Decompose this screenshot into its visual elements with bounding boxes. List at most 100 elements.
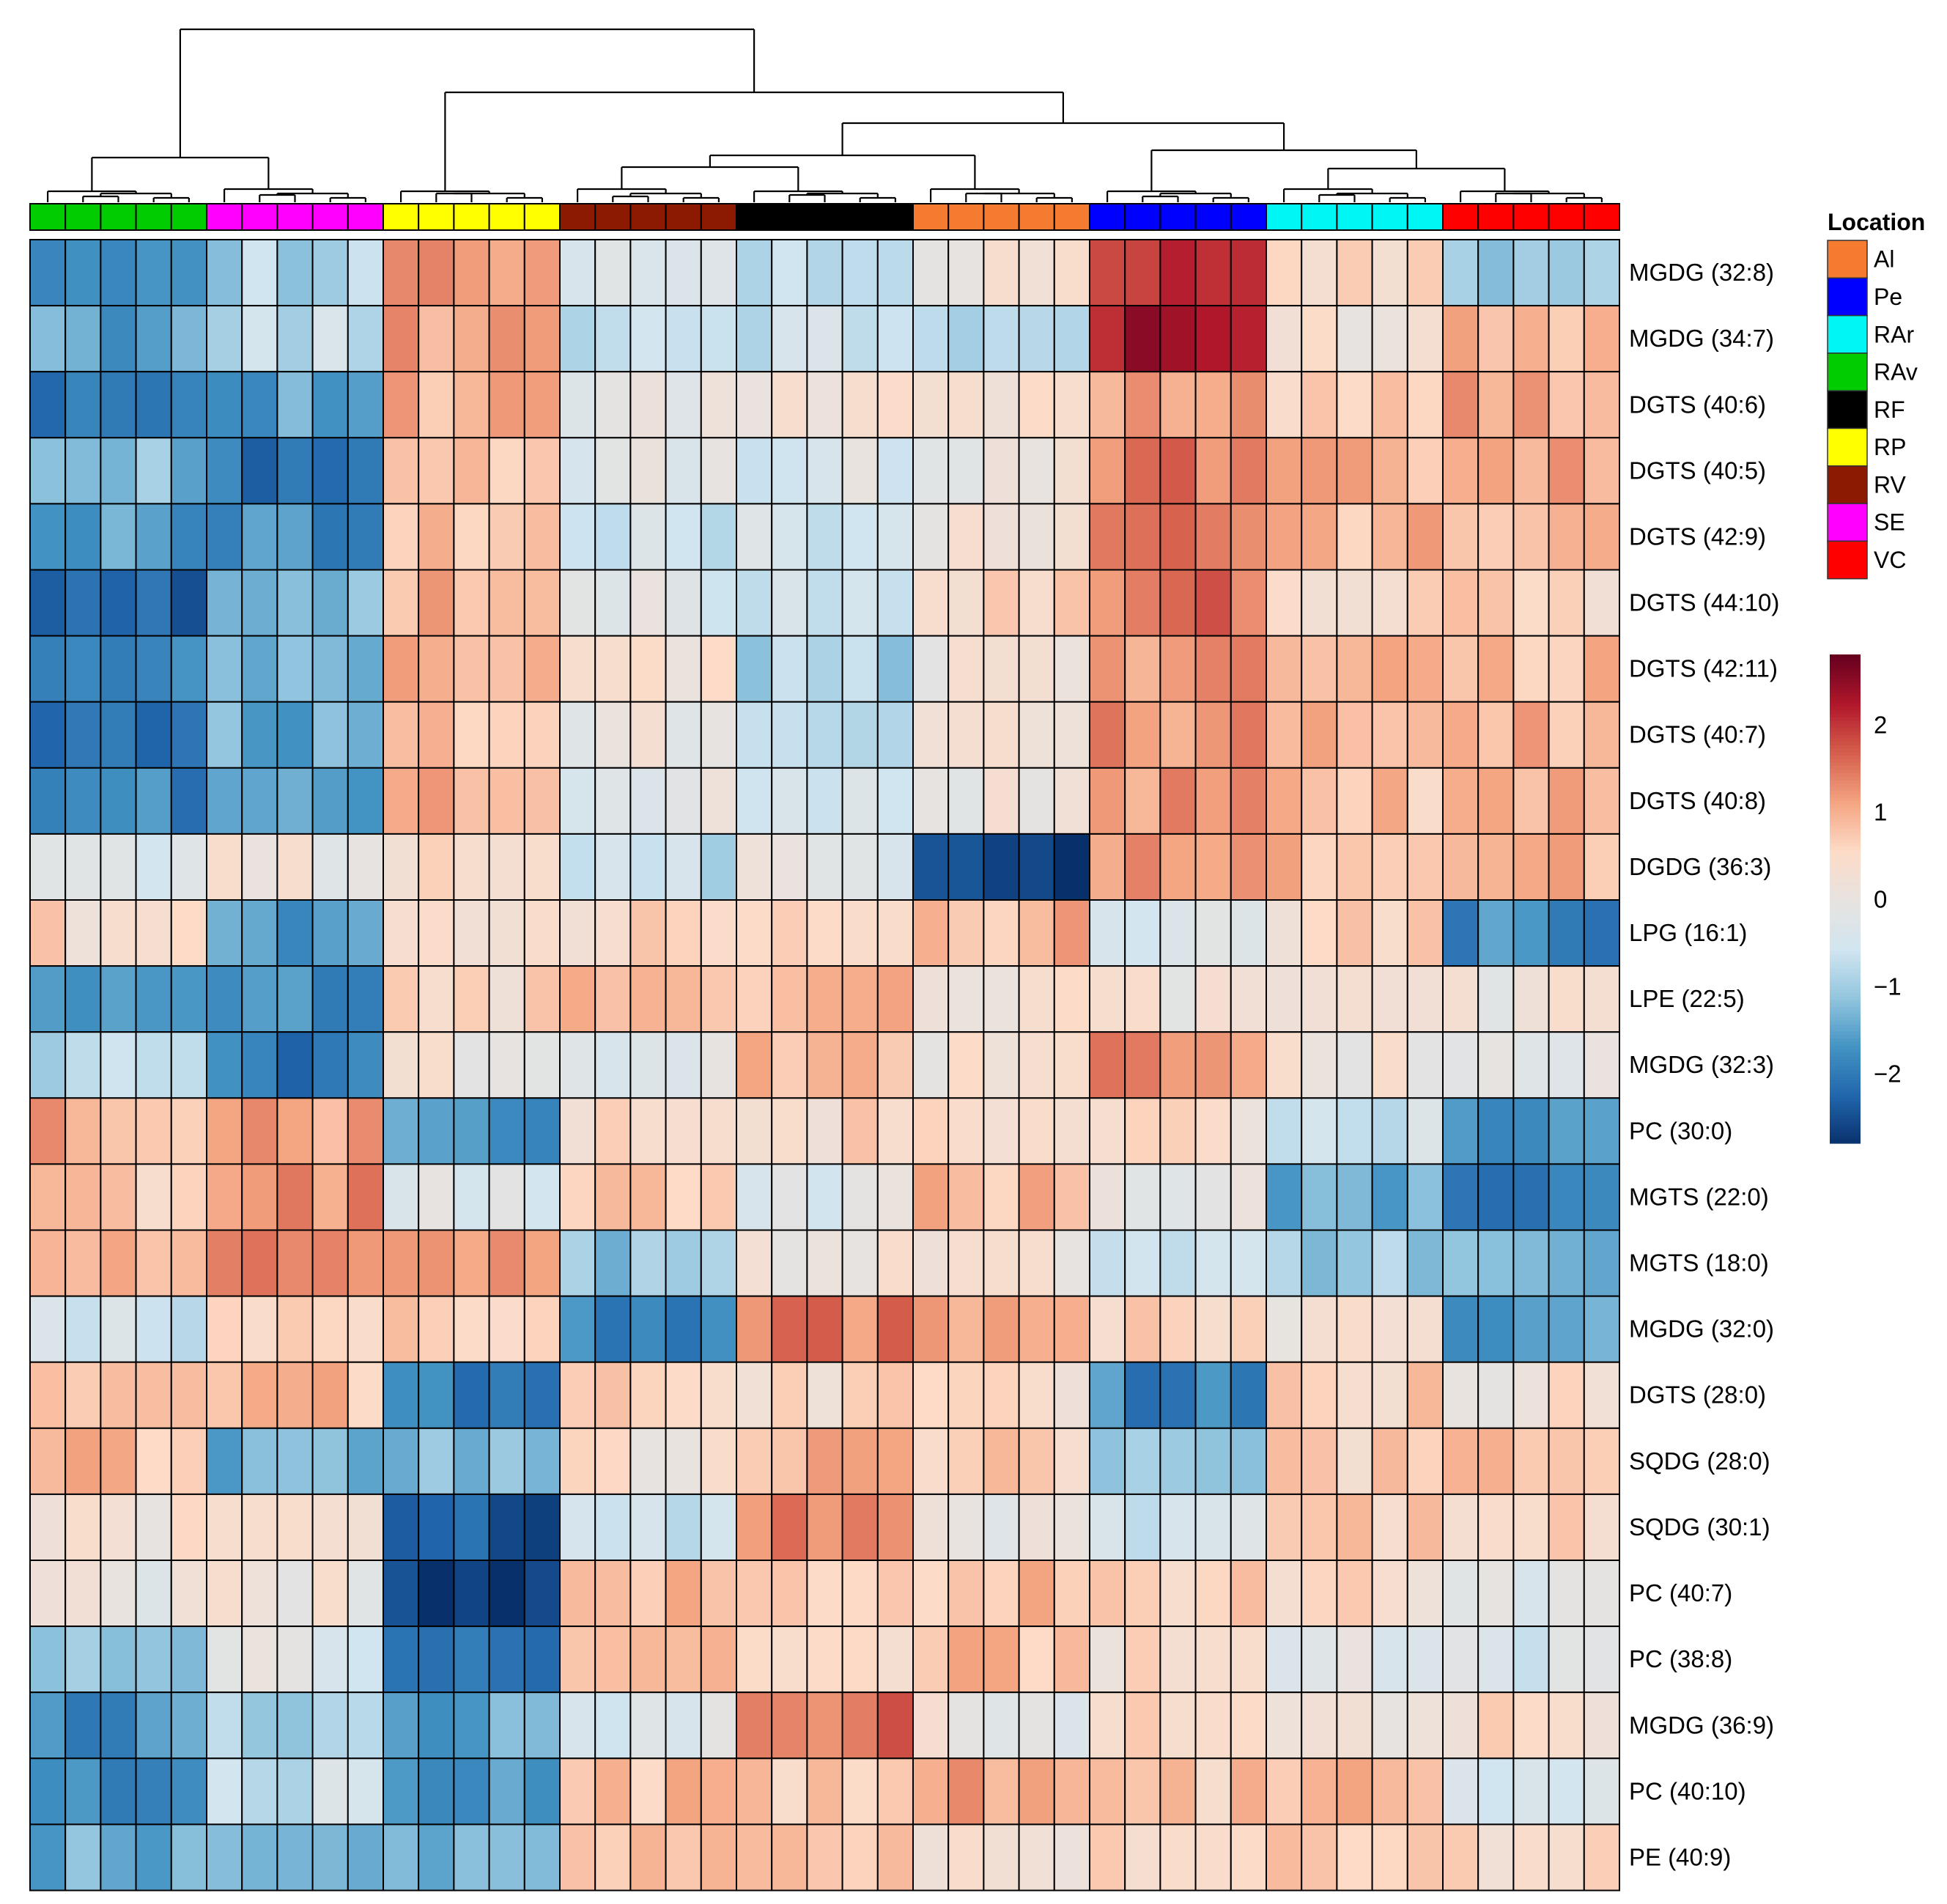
heatmap-cell bbox=[383, 1626, 420, 1694]
heatmap-cell bbox=[64, 701, 102, 769]
heatmap-cell bbox=[1018, 635, 1055, 703]
heatmap-cell bbox=[594, 1031, 632, 1099]
heatmap-cell bbox=[100, 1361, 137, 1429]
heatmap-cell bbox=[1266, 1691, 1303, 1760]
colorbar-segment bbox=[1830, 895, 1861, 900]
annotation-cell-rar bbox=[1336, 203, 1373, 231]
heatmap-cell bbox=[1371, 1427, 1408, 1495]
heatmap-cell bbox=[700, 1493, 737, 1562]
heatmap-cell bbox=[1548, 503, 1585, 571]
heatmap-cell bbox=[947, 1757, 985, 1826]
heatmap-cell bbox=[311, 899, 349, 967]
heatmap-cell bbox=[1583, 1626, 1621, 1694]
heatmap-cell bbox=[453, 833, 490, 901]
heatmap-cell bbox=[594, 239, 632, 307]
heatmap-cell bbox=[1018, 899, 1055, 967]
heatmap-cell bbox=[1266, 371, 1303, 439]
heatmap-cell bbox=[453, 1823, 490, 1892]
colorbar-segment bbox=[1830, 1115, 1861, 1120]
row-label: DGTS (40:8) bbox=[1629, 787, 1766, 814]
heatmap-cell bbox=[983, 635, 1020, 703]
heatmap-cell bbox=[1089, 767, 1126, 835]
heatmap-cell bbox=[488, 899, 525, 967]
heatmap-cell bbox=[1336, 503, 1373, 571]
heatmap-cell bbox=[100, 1626, 137, 1694]
heatmap-cell bbox=[1053, 1031, 1091, 1099]
heatmap-cell bbox=[29, 503, 67, 571]
heatmap-cell bbox=[1548, 239, 1585, 307]
heatmap-cell bbox=[841, 239, 879, 307]
heatmap-cell bbox=[912, 569, 950, 637]
heatmap-cell bbox=[806, 1493, 843, 1562]
row-label: MGTS (22:0) bbox=[1629, 1183, 1769, 1210]
heatmap-cell bbox=[841, 1361, 879, 1429]
heatmap-cell bbox=[170, 1229, 208, 1297]
heatmap-cell bbox=[523, 1097, 561, 1165]
heatmap-cell bbox=[1089, 1031, 1126, 1099]
heatmap-cell bbox=[1018, 1361, 1055, 1429]
heatmap-cell bbox=[1406, 1361, 1444, 1429]
heatmap-cell bbox=[1053, 1229, 1091, 1297]
heatmap-cell bbox=[170, 1757, 208, 1826]
heatmap-cell bbox=[206, 503, 243, 571]
heatmap-cell bbox=[241, 701, 278, 769]
heatmap-cell bbox=[947, 1691, 985, 1760]
heatmap-cell bbox=[1583, 635, 1621, 703]
heatmap-cell bbox=[1301, 305, 1338, 373]
colorbar-segment bbox=[1830, 703, 1861, 708]
colorbar-segment bbox=[1830, 742, 1861, 746]
heatmap-cell bbox=[1336, 305, 1373, 373]
annotation-cell-se bbox=[206, 203, 243, 231]
heatmap-cell bbox=[1583, 1097, 1621, 1165]
heatmap-cell bbox=[912, 701, 950, 769]
heatmap-cell bbox=[1548, 1691, 1585, 1760]
colorbar-segment bbox=[1830, 874, 1861, 879]
heatmap-cell bbox=[100, 437, 137, 505]
colorbar-segment bbox=[1830, 1021, 1861, 1025]
heatmap-cell bbox=[523, 1361, 561, 1429]
heatmap-cell bbox=[947, 1427, 985, 1495]
heatmap-cell bbox=[771, 371, 808, 439]
heatmap-cell bbox=[135, 569, 172, 637]
colorbar-segment bbox=[1830, 912, 1861, 917]
heatmap-cell bbox=[1266, 569, 1303, 637]
heatmap-cell bbox=[1018, 1626, 1055, 1694]
heatmap-cell bbox=[947, 305, 985, 373]
colorbar-segment bbox=[1830, 1007, 1861, 1011]
colorbar-segment bbox=[1830, 958, 1861, 962]
heatmap-cell bbox=[594, 1757, 632, 1826]
heatmap-cell bbox=[206, 1097, 243, 1165]
heatmap-cell bbox=[947, 1626, 985, 1694]
heatmap-cell bbox=[1548, 1361, 1585, 1429]
heatmap-cell bbox=[1301, 1560, 1338, 1628]
heatmap-cell bbox=[771, 965, 808, 1033]
heatmap-cell bbox=[523, 1031, 561, 1099]
heatmap-cell bbox=[1230, 1361, 1268, 1429]
heatmap-cell bbox=[1230, 1626, 1268, 1694]
row-labels: MGDG (32:8) MGDG (34:7) DGTS (40:6) DGTS (4… bbox=[1629, 259, 1779, 1870]
heatmap-cell bbox=[206, 239, 243, 307]
annotation-cell-rv bbox=[665, 203, 702, 231]
heatmap-cell bbox=[876, 1229, 915, 1297]
heatmap-cell bbox=[311, 1427, 349, 1495]
heatmap-cell bbox=[841, 1229, 879, 1297]
heatmap-cell bbox=[29, 1163, 67, 1231]
heatmap-cell bbox=[736, 1626, 773, 1694]
heatmap-cell bbox=[135, 701, 172, 769]
colorbar-segment bbox=[1830, 1035, 1861, 1039]
heatmap-cell bbox=[100, 965, 137, 1033]
colorbar-segment bbox=[1830, 657, 1861, 663]
annotation-cell-rv bbox=[629, 203, 667, 231]
heatmap-cell bbox=[135, 371, 172, 439]
annotation-cell-al bbox=[947, 203, 985, 231]
heatmap-cell bbox=[665, 1757, 702, 1826]
heatmap-cell bbox=[629, 1626, 667, 1694]
heatmap-cell bbox=[418, 701, 455, 769]
heatmap-cell bbox=[1053, 1163, 1091, 1231]
colorbar-segment bbox=[1830, 989, 1861, 994]
heatmap-cell bbox=[771, 503, 808, 571]
colorbar-segment bbox=[1830, 1052, 1861, 1057]
heatmap-cell bbox=[1512, 305, 1550, 373]
colorbar-segment bbox=[1830, 734, 1861, 739]
heatmap-cell bbox=[1442, 1361, 1479, 1429]
